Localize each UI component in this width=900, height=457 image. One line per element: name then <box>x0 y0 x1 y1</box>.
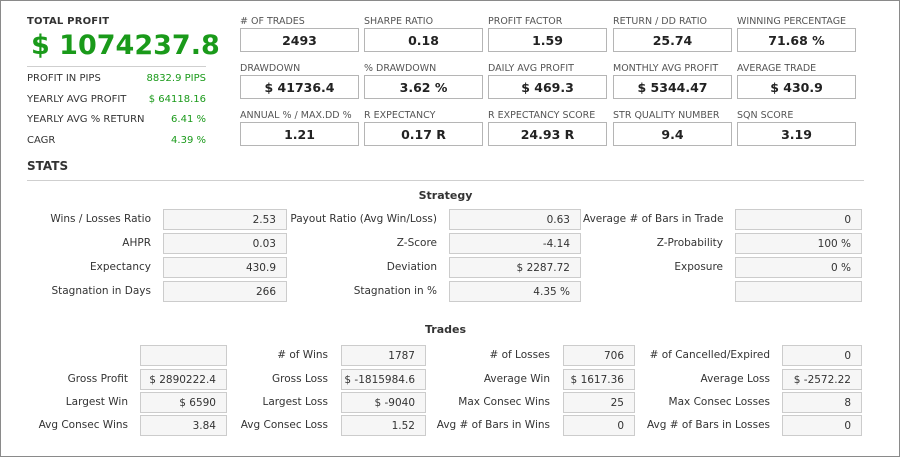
trades-value: 1.52 <box>341 415 426 436</box>
trades-label: # of Wins <box>277 349 328 361</box>
metric-value: $ 469.3 <box>488 75 607 99</box>
metric-value: $ 5344.47 <box>613 75 732 99</box>
metric-label: AVERAGE TRADE <box>737 63 817 74</box>
strategy-label: Stagnation in Days <box>51 285 151 297</box>
trades-title: Trades <box>424 323 467 336</box>
trades-label: # of Cancelled/Expired <box>649 349 770 361</box>
strategy-value: 4.35 % <box>449 281 581 302</box>
strategy-value: 0 % <box>735 257 862 278</box>
trades-label: # of Losses <box>489 349 550 361</box>
strategy-value <box>735 281 862 302</box>
trades-label: Avg Consec Loss <box>240 419 328 431</box>
trades-label: Max Consec Losses <box>668 396 770 408</box>
trades-label: Gross Profit <box>67 373 128 385</box>
yearly-avg-return-label: YEARLY AVG % RETURN <box>27 114 145 125</box>
metric-label: R EXPECTANCY SCORE <box>488 110 596 121</box>
stats-divider <box>27 180 864 181</box>
trades-value: 3.84 <box>140 415 227 436</box>
strategy-label: Exposure <box>674 261 723 273</box>
strategy-label: Wins / Losses Ratio <box>50 213 151 225</box>
strategy-label: Stagnation in % <box>353 285 437 297</box>
metric-value: $ 430.9 <box>737 75 856 99</box>
trades-value: $ -2572.22 <box>782 369 862 390</box>
trades-value: 1787 <box>341 345 426 366</box>
trades-value: 25 <box>563 392 635 413</box>
cagr-label: CAGR <box>27 135 56 146</box>
strategy-value: 0 <box>735 209 862 230</box>
metric-label: MONTHLY AVG PROFIT <box>613 63 719 74</box>
total-profit-value: $ 1074237.8 <box>31 30 220 61</box>
trades-value: 706 <box>563 345 635 366</box>
strategy-label: Average # of Bars in Trade <box>583 213 724 225</box>
metric-label: PROFIT FACTOR <box>488 16 563 27</box>
strategy-value: -4.14 <box>449 233 581 254</box>
profit-in-pips-value: 8832.9 PIPS <box>146 73 206 84</box>
metric-value: 1.59 <box>488 28 607 52</box>
strategy-value: 266 <box>163 281 287 302</box>
strategy-title: Strategy <box>418 189 473 202</box>
yearly-avg-profit-label: YEARLY AVG PROFIT <box>27 94 127 105</box>
trades-value: $ -9040 <box>341 392 426 413</box>
total-profit-label: TOTAL PROFIT <box>27 16 110 27</box>
metric-value: 0.18 <box>364 28 483 52</box>
metric-label: # OF TRADES <box>240 16 305 27</box>
trades-label: Avg # of Bars in Wins <box>436 419 550 431</box>
trades-label: Gross Loss <box>272 373 328 385</box>
metric-label: SHARPE RATIO <box>364 16 434 27</box>
metric-value: 0.17 R <box>364 122 483 146</box>
trades-value: $ 1617.36 <box>563 369 635 390</box>
yearly-avg-return-value: 6.41 % <box>171 114 206 125</box>
metric-value: 25.74 <box>613 28 732 52</box>
trades-label: Average Loss <box>700 373 771 385</box>
metric-value: 2493 <box>240 28 359 52</box>
strategy-value: 0.63 <box>449 209 581 230</box>
trades-label: Largest Loss <box>262 396 329 408</box>
trades-value: $ 6590 <box>140 392 227 413</box>
trades-value: $ -1815984.6 <box>341 369 426 390</box>
metric-label: RETURN / DD RATIO <box>613 16 708 27</box>
trades-value: 8 <box>782 392 862 413</box>
metric-label: STR QUALITY NUMBER <box>613 110 720 121</box>
trades-value: 0 <box>563 415 635 436</box>
trades-label: Avg Consec Wins <box>38 419 128 431</box>
trades-label: Largest Win <box>65 396 128 408</box>
metric-label: ANNUAL % / MAX.DD % <box>240 110 352 121</box>
trades-label: Average Win <box>483 373 550 385</box>
metric-value: 1.21 <box>240 122 359 146</box>
yearly-avg-profit-value: $ 64118.16 <box>148 94 206 105</box>
metric-value: 24.93 R <box>488 122 607 146</box>
strategy-value: 100 % <box>735 233 862 254</box>
stats-title: STATS <box>27 159 69 173</box>
metric-label: WINNING PERCENTAGE <box>737 16 847 27</box>
strategy-label: Z-Score <box>396 237 437 249</box>
metric-label: SQN SCORE <box>737 110 794 121</box>
metric-value: 3.62 % <box>364 75 483 99</box>
cagr-value: 4.39 % <box>171 135 206 146</box>
trades-value <box>140 345 227 366</box>
trades-label: Avg # of Bars in Losses <box>646 419 770 431</box>
strategy-label: Expectancy <box>90 261 151 273</box>
metric-label: DRAWDOWN <box>240 63 301 74</box>
metric-label: % DRAWDOWN <box>364 63 437 74</box>
strategy-value: $ 2287.72 <box>449 257 581 278</box>
strategy-value: 0.03 <box>163 233 287 254</box>
trades-value: 0 <box>782 345 862 366</box>
strategy-value: 2.53 <box>163 209 287 230</box>
metric-label: DAILY AVG PROFIT <box>488 63 574 74</box>
metric-value: 9.4 <box>613 122 732 146</box>
trades-label: Max Consec Wins <box>458 396 550 408</box>
strategy-label: Z-Probability <box>656 237 723 249</box>
metric-value: $ 41736.4 <box>240 75 359 99</box>
trades-value: 0 <box>782 415 862 436</box>
metric-value: 71.68 % <box>737 28 856 52</box>
metric-label: R EXPECTANCY <box>364 110 436 121</box>
divider <box>27 66 206 67</box>
strategy-label: AHPR <box>122 237 151 249</box>
profit-in-pips-label: PROFIT IN PIPS <box>27 73 101 84</box>
metric-value: 3.19 <box>737 122 856 146</box>
strategy-label: Deviation <box>386 261 437 273</box>
strategy-label: Payout Ratio (Avg Win/Loss) <box>290 213 437 225</box>
trades-value: $ 2890222.4 <box>140 369 227 390</box>
strategy-value: 430.9 <box>163 257 287 278</box>
